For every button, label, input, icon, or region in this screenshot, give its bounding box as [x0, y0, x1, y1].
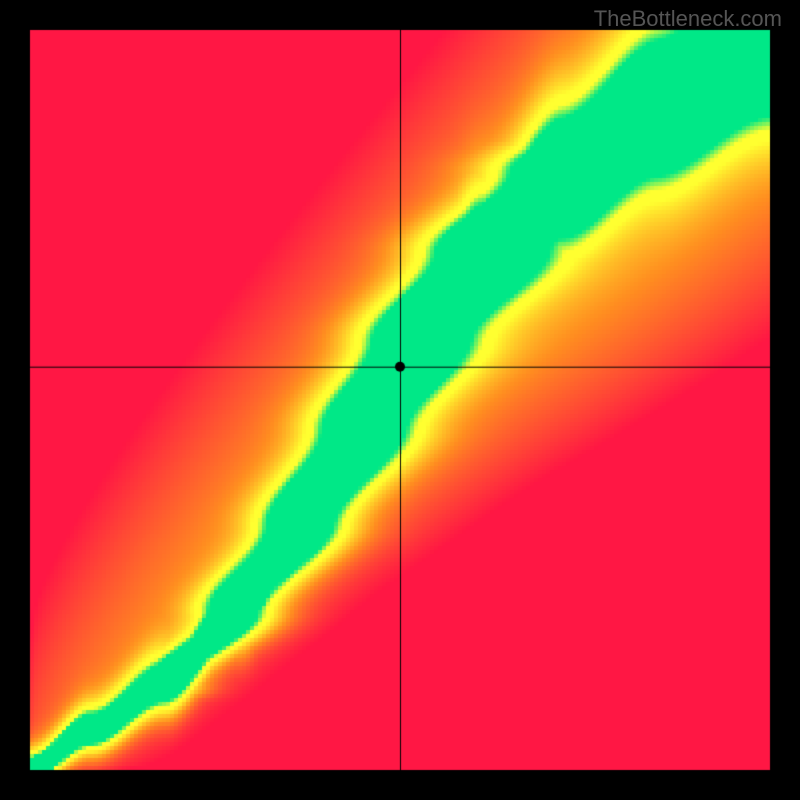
- watermark-text: TheBottleneck.com: [594, 6, 782, 32]
- heatmap-canvas: [0, 0, 800, 800]
- chart-container: TheBottleneck.com: [0, 0, 800, 800]
